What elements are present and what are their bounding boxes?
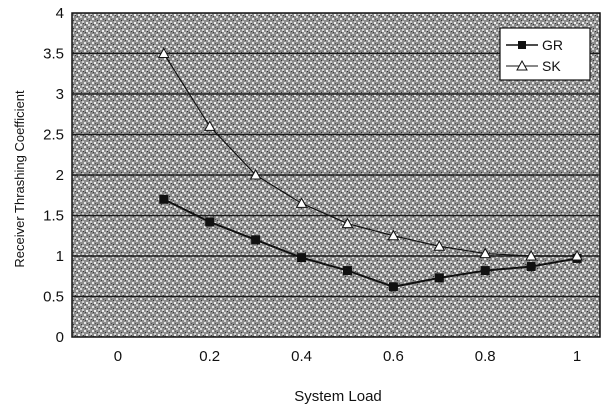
gr-point [480,266,490,276]
gr-point [388,282,398,292]
gr-point [434,273,444,283]
y-tick-label: 3 [56,86,64,103]
legend-sk-marker [516,59,528,71]
y-tick-label: 0.5 [43,289,64,306]
legend-box [499,27,591,81]
sk-point [387,229,400,241]
series-group [157,47,583,292]
legend-gr-marker [518,41,526,49]
x-axis-ticks: 0 0.2 0.4 0.6 0.8 1 [114,348,581,365]
sk-point [479,247,492,259]
series-sk [157,47,583,261]
gr-point [526,262,536,272]
gr-point [205,217,215,227]
sk-point [249,168,262,180]
y-axis-ticks: 0 0.5 1 1.5 2 2.5 3 3.5 4 [43,5,64,346]
gr-point [159,194,169,204]
x-tick-label: 1 [573,348,581,365]
sk-point [525,249,537,261]
y-tick-label: 1.5 [43,208,64,225]
series-gr [159,194,582,292]
y-tick-label: 0 [56,329,64,346]
gr-point [342,266,352,276]
y-axis-title: Receiver Thrashing Coefficient [12,90,27,268]
legend-gr-label: GR [542,37,563,53]
gr-point [297,253,307,263]
y-tick-label: 1 [56,248,64,265]
legend: GR SK [499,27,591,81]
x-axis-title: System Load [294,388,382,405]
x-tick-label: 0 [114,348,122,365]
legend-sk-label: SK [542,58,561,74]
y-tick-label: 4 [56,5,64,22]
sk-point [157,47,170,58]
sk-point [341,217,354,229]
y-tick-label: 2.5 [43,127,64,144]
sk-line [163,53,578,257]
x-tick-label: 0.8 [475,348,496,365]
sk-point [571,249,583,261]
gr-point [251,235,261,245]
sk-point [295,197,308,208]
y-tick-label: 3.5 [43,46,64,63]
x-tick-label: 0.2 [199,348,220,365]
sk-point [203,120,216,131]
gr-line [163,198,578,288]
x-tick-label: 0.6 [383,348,404,365]
sk-point [433,240,446,251]
y-tick-label: 2 [56,167,64,184]
x-tick-label: 0.4 [291,348,312,365]
